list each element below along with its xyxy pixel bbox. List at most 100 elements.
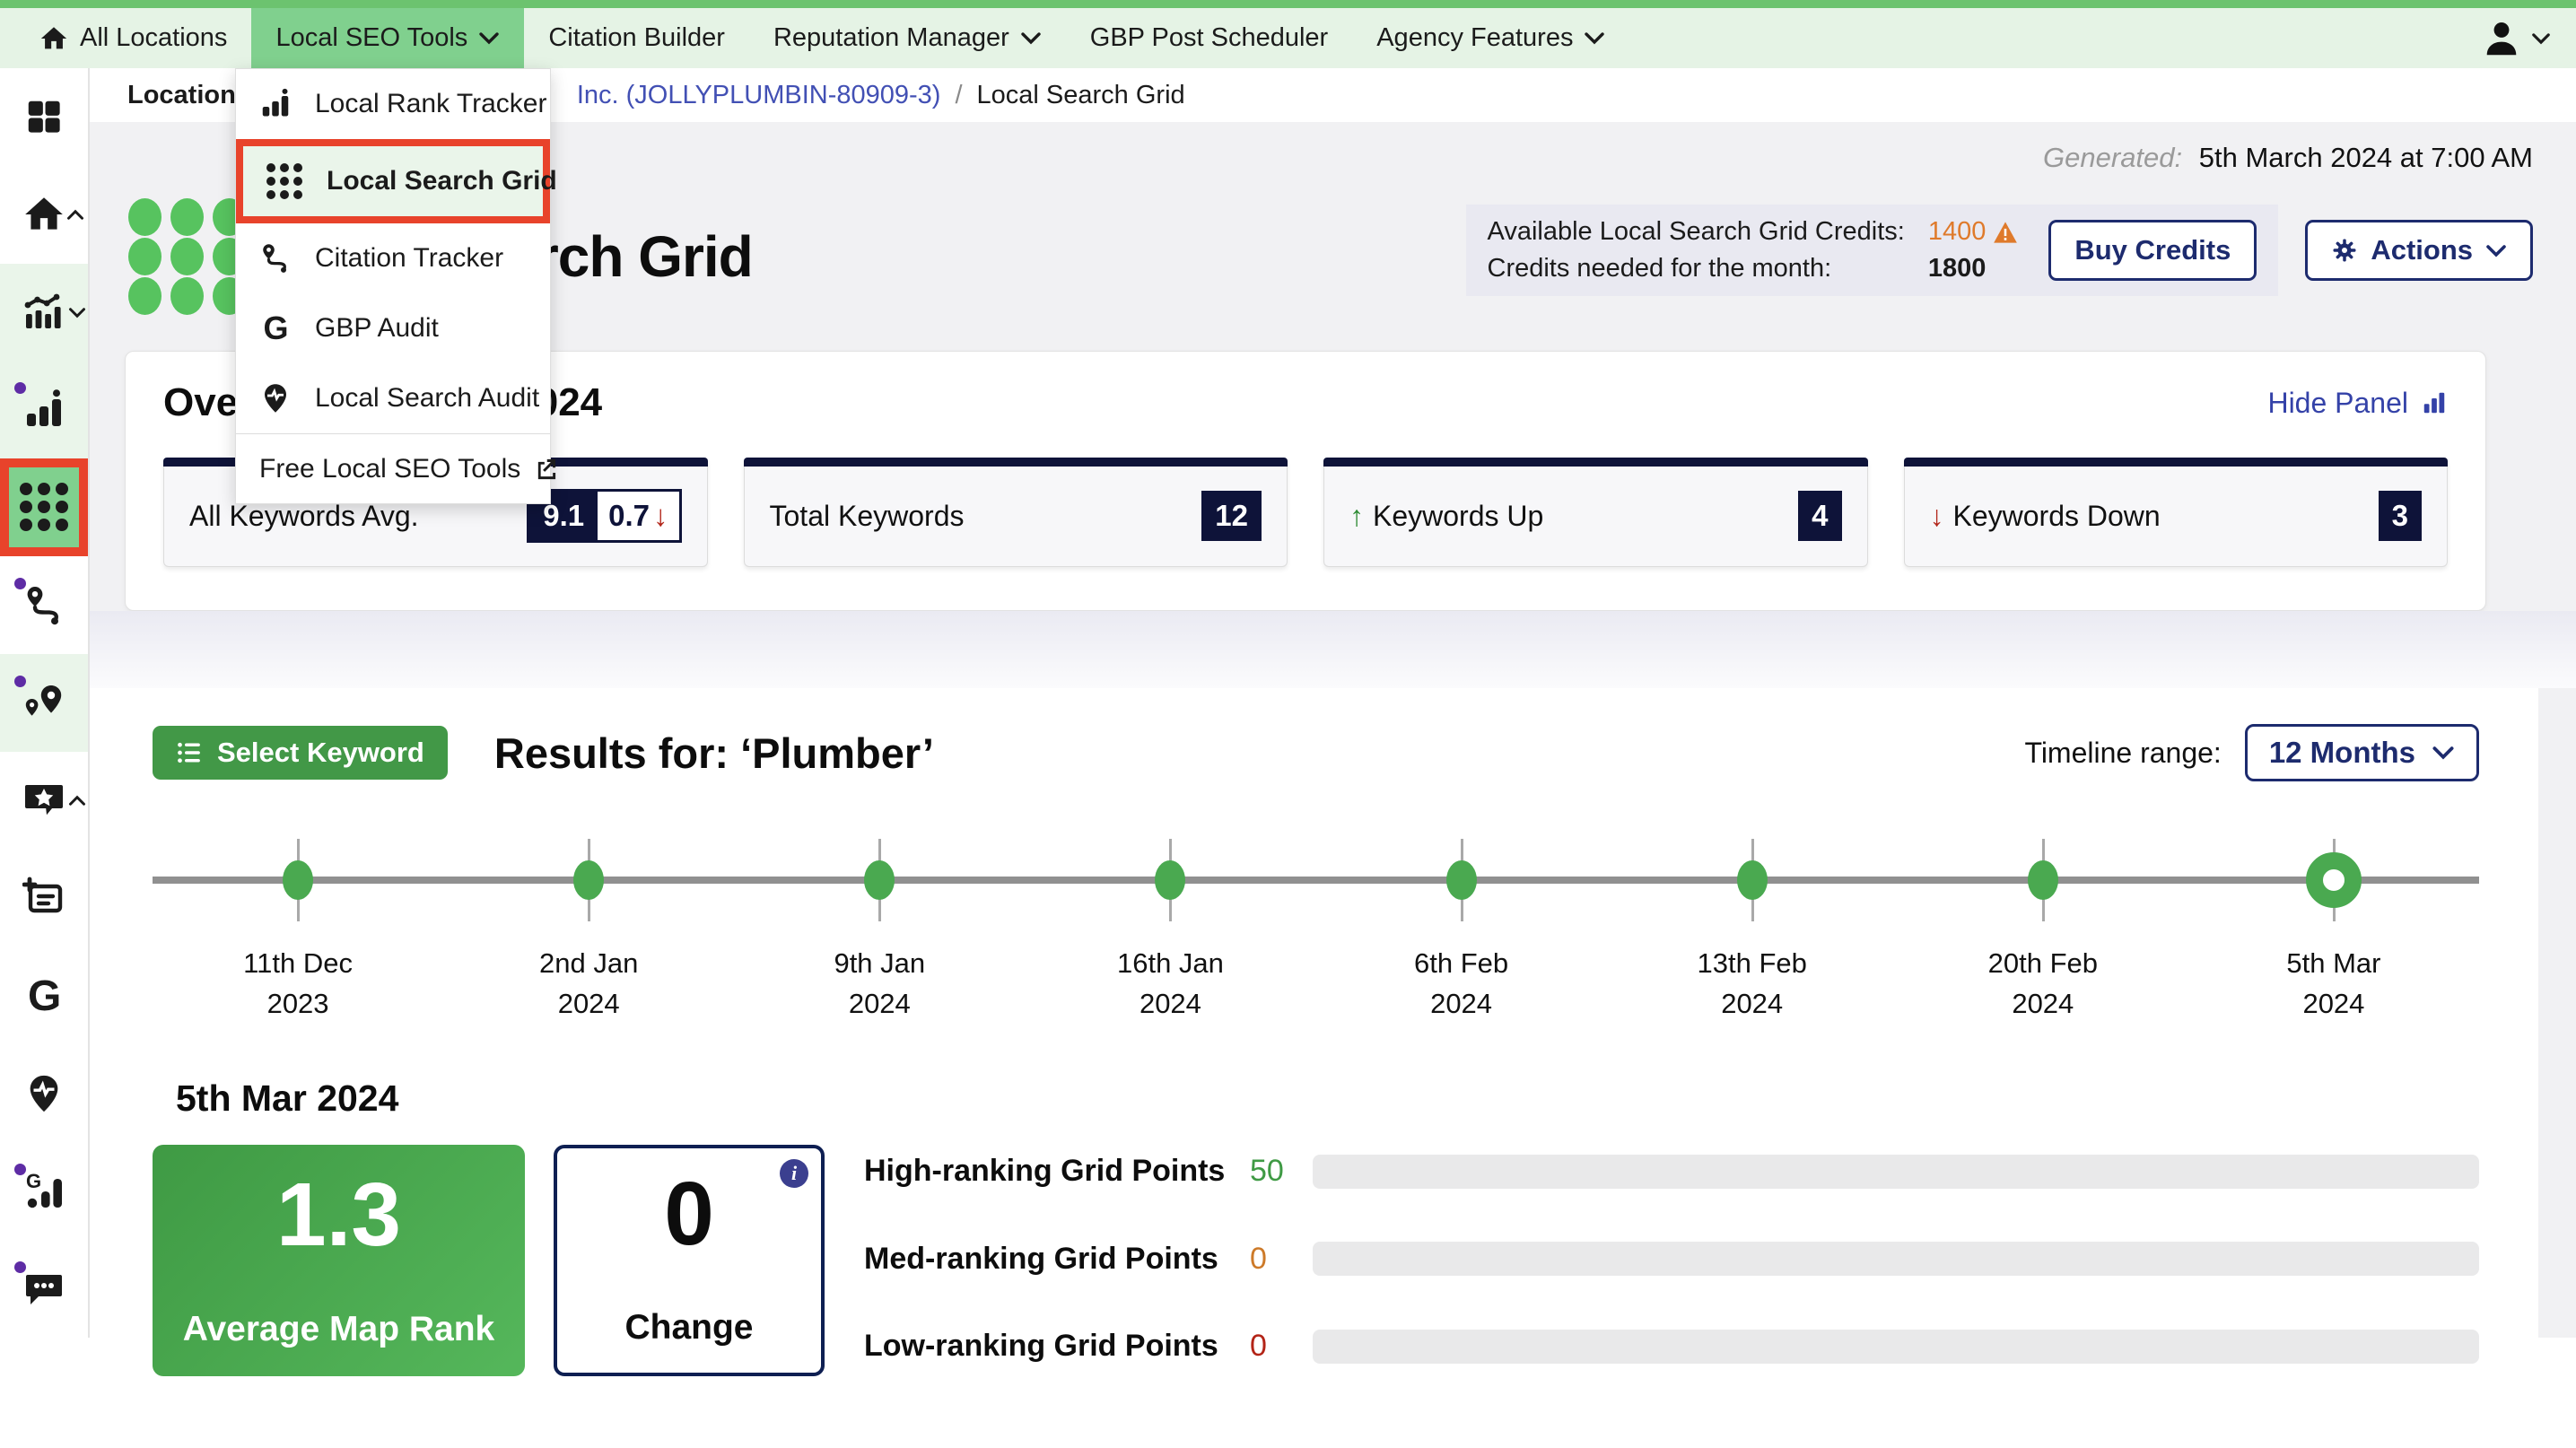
info-icon[interactable]: i [780,1159,808,1188]
pin-pulse-icon [23,1073,65,1114]
dropdown-item-gbp-audit[interactable]: G GBP Audit [236,293,550,363]
chevron-down-icon [2432,746,2455,760]
sidebar-item-home[interactable] [0,166,88,264]
nav-citation-builder[interactable]: Citation Builder [524,8,749,68]
external-link-icon [533,457,558,482]
down-arrow-icon: ↓ [653,499,668,533]
average-map-rank-value: 1.3 [276,1161,401,1269]
analytics-icon: G [22,1170,65,1213]
google-g-icon: G [259,312,292,345]
metric-label: All Keywords Avg. [189,500,419,533]
sidebar-item-local-rank-tracker[interactable] [0,361,88,458]
nav-all-locations[interactable]: All Locations [14,8,251,68]
local-search-grid-logo [127,197,246,316]
dropdown-item-citation-tracker[interactable]: Citation Tracker [236,223,550,293]
buy-credits-button[interactable]: Buy Credits [2048,220,2257,281]
nav-gbp-post-scheduler[interactable]: GBP Post Scheduler [1066,8,1352,68]
dropdown-item-label: Local Rank Tracker [315,89,546,119]
dropdown-item-local-search-audit[interactable]: Local Search Audit [236,363,550,433]
bar-value: 0 [1250,1242,1313,1277]
pin-pulse-icon [259,382,292,414]
metric-value-badge: 4 [1798,491,1841,541]
chevron-down-icon [2531,32,2551,45]
dropdown-item-free-local-seo-tools[interactable]: Free Local SEO Tools [236,433,550,503]
bar-label: High-ranking Grid Points [864,1154,1250,1189]
results-panel: Select Keyword Results for: ‘Plumber’ Ti… [90,688,2538,1448]
dashboard-icon [23,96,65,137]
hide-panel-link[interactable]: Hide Panel [2267,387,2448,420]
timeline-dot[interactable] [1737,860,1768,900]
sidebar-item-local-search-audit[interactable] [0,654,88,752]
select-keyword-label: Select Keyword [217,737,424,769]
chat-bubble-icon [22,1268,65,1311]
sidebar-item-analytics[interactable]: G [0,1142,88,1240]
nav-label: GBP Post Scheduler [1090,23,1328,53]
metric-label: Keywords Up [1373,500,1543,533]
chevron-down-icon [68,307,86,318]
timeline-dot[interactable] [2028,860,2058,900]
sidebar-item-local-rank-tracker-group[interactable] [0,264,88,362]
dropdown-item-label: GBP Audit [315,313,439,344]
top-accent-line [0,0,2576,8]
dropdown-item-local-search-grid[interactable]: Local Search Grid [236,139,550,223]
timeline-dot[interactable] [1446,860,1477,900]
select-keyword-button[interactable]: Select Keyword [153,726,448,780]
avatar-icon [2481,18,2522,59]
sidebar-item-messages[interactable] [0,1240,88,1338]
sidebar-item-local-search-pulse[interactable] [0,1045,88,1143]
bar-track [1313,1155,2479,1189]
chevron-down-icon [1584,31,1605,45]
star-review-icon [22,779,65,822]
nav-label: Agency Features [1376,23,1573,53]
timeline-dot[interactable] [573,860,604,900]
nav-label: All Locations [80,23,227,53]
post-plus-icon [22,877,65,920]
metric-value-badge: 12 [1201,491,1262,541]
actions-button[interactable]: Actions [2305,220,2533,281]
average-map-rank-label: Average Map Rank [183,1310,495,1349]
up-arrow-icon: ↑ [1349,500,1364,533]
svg-text:G: G [26,1170,41,1192]
generated-label: Generated: [2043,142,2182,173]
nav-label: Local SEO Tools [275,23,467,53]
nav-label: Reputation Manager [773,23,1009,53]
map-pins-icon [22,682,65,725]
timeline-dot-selected[interactable] [2306,852,2362,908]
sidebar-item-reputation-manager[interactable] [0,752,88,850]
bar-label: Med-ranking Grid Points [864,1242,1250,1277]
avg-delta-badge: 0.7↓ [598,492,678,540]
breadcrumb-label: Location [127,81,236,110]
sidebar-item-gbp-post-scheduler[interactable] [0,850,88,947]
nav-reputation-manager[interactable]: Reputation Manager [749,8,1066,68]
timeline-range-dropdown[interactable]: 12 Months [2245,724,2479,781]
sidebar-item-gbp-audit[interactable]: G [0,947,88,1045]
bar-track [1313,1242,2479,1276]
chevron-down-icon [478,31,500,45]
buy-credits-label: Buy Credits [2074,234,2231,266]
timeline-dot[interactable] [864,860,895,900]
bar-chart-icon [2421,389,2448,416]
sidebar-item-citation-tracker[interactable] [0,556,88,654]
breadcrumb-current: Local Search Grid [977,81,1185,110]
breadcrumb-location-link[interactable]: Inc. (JOLLYPLUMBIN-80909-3) [577,81,941,110]
list-icon [176,739,203,766]
chevron-up-icon [68,795,86,807]
nav-local-seo-tools[interactable]: Local SEO Tools [251,8,524,68]
grid-dots-icon [20,483,69,532]
grid-points-bars: High-ranking Grid Points 50 Med-ranking … [853,1145,2479,1376]
user-menu[interactable] [2481,8,2576,68]
nav-label: Citation Builder [548,23,725,53]
dropdown-item-local-rank-tracker[interactable]: Local Rank Tracker [236,69,550,139]
timeline-dot[interactable] [1155,860,1185,900]
bar-value: 50 [1250,1154,1313,1189]
timeline-dot[interactable] [283,860,313,900]
sidebar-item-local-search-grid[interactable] [0,458,88,556]
bar-track [1313,1330,2479,1364]
sidebar-item-dashboard[interactable] [0,68,88,166]
high-ranking-row: High-ranking Grid Points 50 [864,1154,2479,1189]
nav-agency-features[interactable]: Agency Features [1352,8,1629,68]
svg-text:G: G [28,974,61,1017]
pin-route-icon [259,242,292,275]
metric-value-badge: 3 [2379,491,2422,541]
google-g-icon: G [22,974,65,1017]
